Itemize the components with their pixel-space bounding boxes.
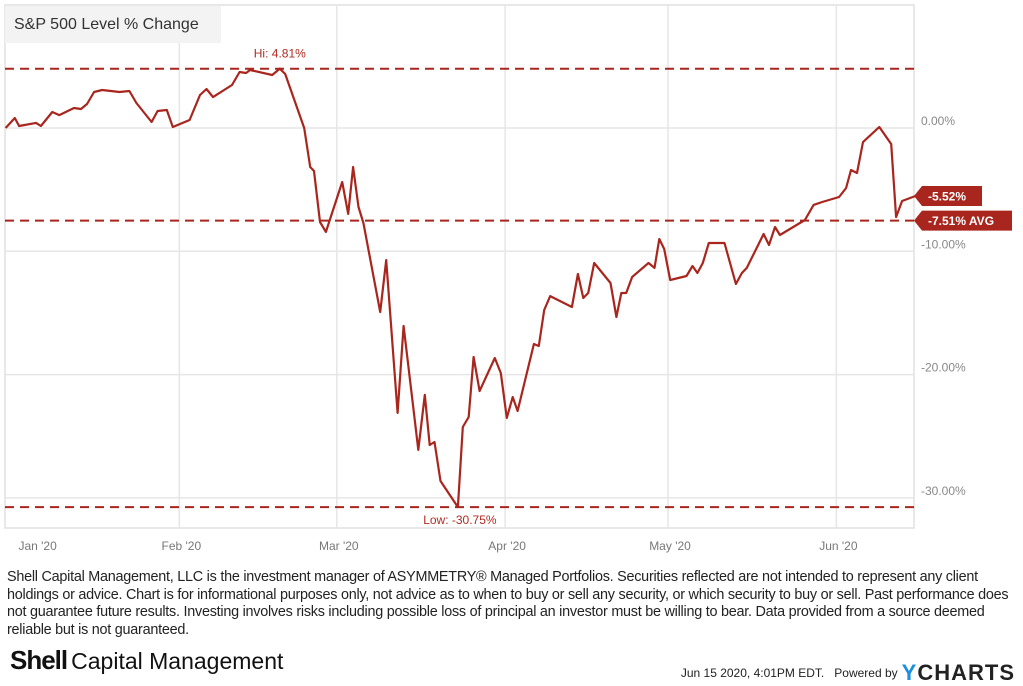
logo-bold: Shell	[10, 645, 68, 675]
series-line	[4, 67, 916, 509]
plot-frame	[4, 4, 915, 529]
hi-annotation: Hi: 4.81%	[254, 47, 306, 61]
disclaimer-text: Shell Capital Management, LLC is the inv…	[7, 569, 1009, 638]
ycharts-logo[interactable]: YCHARTS	[902, 660, 1015, 686]
ycharts-y: Y	[901, 660, 918, 685]
ycharts-text: CHARTS	[917, 660, 1015, 685]
line-chart: 0.00% -10.00% -20.00% -30.00% Jan '20 Feb '20…	[4, 4, 1012, 553]
footer-attribution: Jun 15 2020, 4:01PM EDT. Powered by YCHA…	[681, 660, 1015, 686]
low-annotation: Low: -30.75%	[423, 513, 497, 527]
powered-by-label: Powered by	[834, 666, 898, 680]
chart-title: S&P 500 Level % Change	[14, 16, 199, 33]
x-tick-label: Apr '20	[488, 539, 526, 553]
chart-title-box: S&P 500 Level % Change	[5, 6, 221, 43]
x-tick-label: May '20	[649, 539, 691, 553]
x-tick-label: Feb '20	[162, 539, 202, 553]
last-value-tag-box	[914, 186, 982, 207]
average-tag: -7.51% AVG	[928, 214, 994, 228]
logo-rest: Capital Management	[71, 648, 284, 674]
timestamp: Jun 15 2020, 4:01PM EDT.	[680, 666, 825, 680]
y-tick-label: 0.00%	[921, 114, 955, 128]
y-tick-label: -30.00%	[921, 484, 966, 498]
x-tick-label: Jun '20	[819, 539, 858, 553]
x-tick-label: Mar '20	[319, 539, 359, 553]
average-tag-box	[914, 210, 1012, 231]
last-value-tag: -5.52%	[928, 190, 966, 204]
y-tick-label: -10.00%	[921, 237, 966, 251]
company-logo: Shell Capital Management	[10, 645, 283, 676]
x-tick-label: Jan '20	[18, 539, 57, 553]
y-tick-label: -20.00%	[921, 361, 966, 375]
